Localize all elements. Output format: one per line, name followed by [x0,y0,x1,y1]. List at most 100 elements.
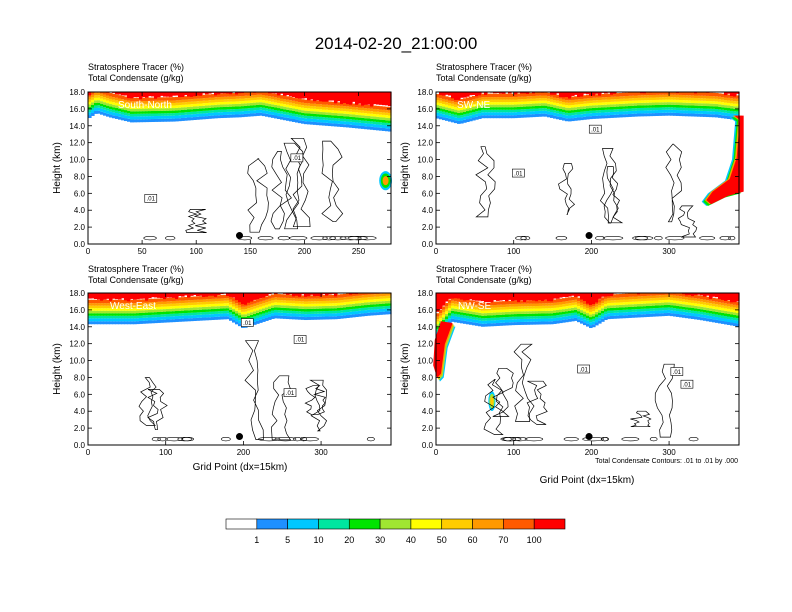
tracer-cell [469,318,473,322]
tracer-cell [706,312,710,316]
tracer-cell [673,310,677,314]
tracer-cell [121,315,125,319]
tracer-cell [250,301,254,305]
tracer-cell [727,300,731,304]
tracer-cell [520,101,524,105]
tracer-cell [586,100,590,104]
tracer-cell [109,305,113,309]
tracer-cell [637,113,641,117]
tracer-cell [487,102,491,105]
tracer-cell [646,97,650,101]
tracer-cell [310,295,314,299]
tracer-cell [493,107,497,110]
tracer-cell [577,104,581,107]
tracer-cell [700,110,704,114]
tracer-cell [640,308,644,312]
tracer-cell [355,308,359,312]
tracer-cell [256,305,260,308]
tracer-cell [484,308,488,311]
tracer-cell [163,319,167,323]
panel-header-tracer: Stratosphere Tracer (%) [88,62,184,72]
tracer-cell [136,313,140,316]
tracer-cell [241,111,245,115]
tracer-cell [625,92,629,97]
tracer-cell [451,97,455,102]
tracer-cell [550,315,554,319]
tracer-cell [697,316,701,320]
tracer-cell [214,99,218,103]
tracer-cell [145,106,149,109]
tracer-cell [559,309,563,313]
tracer-cell [346,108,350,112]
tracer-cell [664,97,668,100]
tracer-cell [349,296,353,300]
tracer-cell [244,306,248,310]
tracer-cell [292,313,296,317]
tracer-cell [706,108,710,112]
tracer-cell [571,305,575,308]
tracer-cell [337,307,341,311]
tracer-cell [316,298,320,302]
tracer-cell [679,110,683,114]
tracer-cell [604,317,608,321]
tracer-cell [208,304,212,307]
tracer-cell [331,294,335,299]
tracer-cell [463,299,467,303]
tracer-cell [736,307,740,311]
tracer-cell [472,101,476,105]
tracer-cell [550,104,554,107]
tracer-cell [547,321,551,325]
tracer-cell [547,308,551,311]
colorbar-label: 20 [344,535,354,545]
tracer-cell [697,298,701,302]
tracer-cell [628,103,632,106]
tracer-cell [229,317,233,321]
tracer-cell [223,99,227,102]
tracer-cell [466,318,470,322]
tracer-cell [445,319,449,322]
tracer-cell [286,294,290,298]
tracer-cell [694,108,698,111]
tracer-cell [484,112,488,116]
tracer-cell [613,111,617,115]
tracer-cell [163,92,167,97]
tracer-cell [367,312,371,316]
tracer-cell [613,92,617,94]
tracer-cell [385,106,389,111]
tracer-cell [604,298,608,302]
tracer-cell [475,116,479,120]
tracer-cell [283,95,287,100]
tracer-cell [583,303,587,307]
tracer-cell [388,92,392,107]
tracer-cell [190,307,194,311]
tracer-cell [160,316,164,320]
tracer-cell [178,310,182,314]
tracer-cell [532,98,536,102]
tracer-cell [523,104,527,107]
tracer-cell [727,308,731,312]
tracer-cell [235,109,239,112]
tracer-cell [676,303,680,306]
tracer-cell [265,105,269,109]
tracer-cell [106,303,110,306]
tracer-cell [448,305,452,308]
tracer-cell [484,93,488,98]
tracer-cell [214,301,218,304]
condensate-contour [143,235,157,241]
tracer-cell [700,100,704,104]
tracer-cell [286,109,290,113]
tracer-cell [736,95,740,99]
tracer-cell [88,115,92,118]
tracer-cell [262,318,266,322]
tracer-fold [706,115,744,205]
tracer-cell [373,296,377,300]
tracer-cell [538,305,542,309]
tracer-cell [490,93,494,98]
tracer-cell [448,97,452,101]
tracer-cell [304,113,308,116]
tracer-cell [334,294,338,299]
tracer-cell [127,103,131,106]
tracer-cell [328,120,332,124]
tracer-cell [136,92,140,98]
tracer-cell [445,107,449,110]
